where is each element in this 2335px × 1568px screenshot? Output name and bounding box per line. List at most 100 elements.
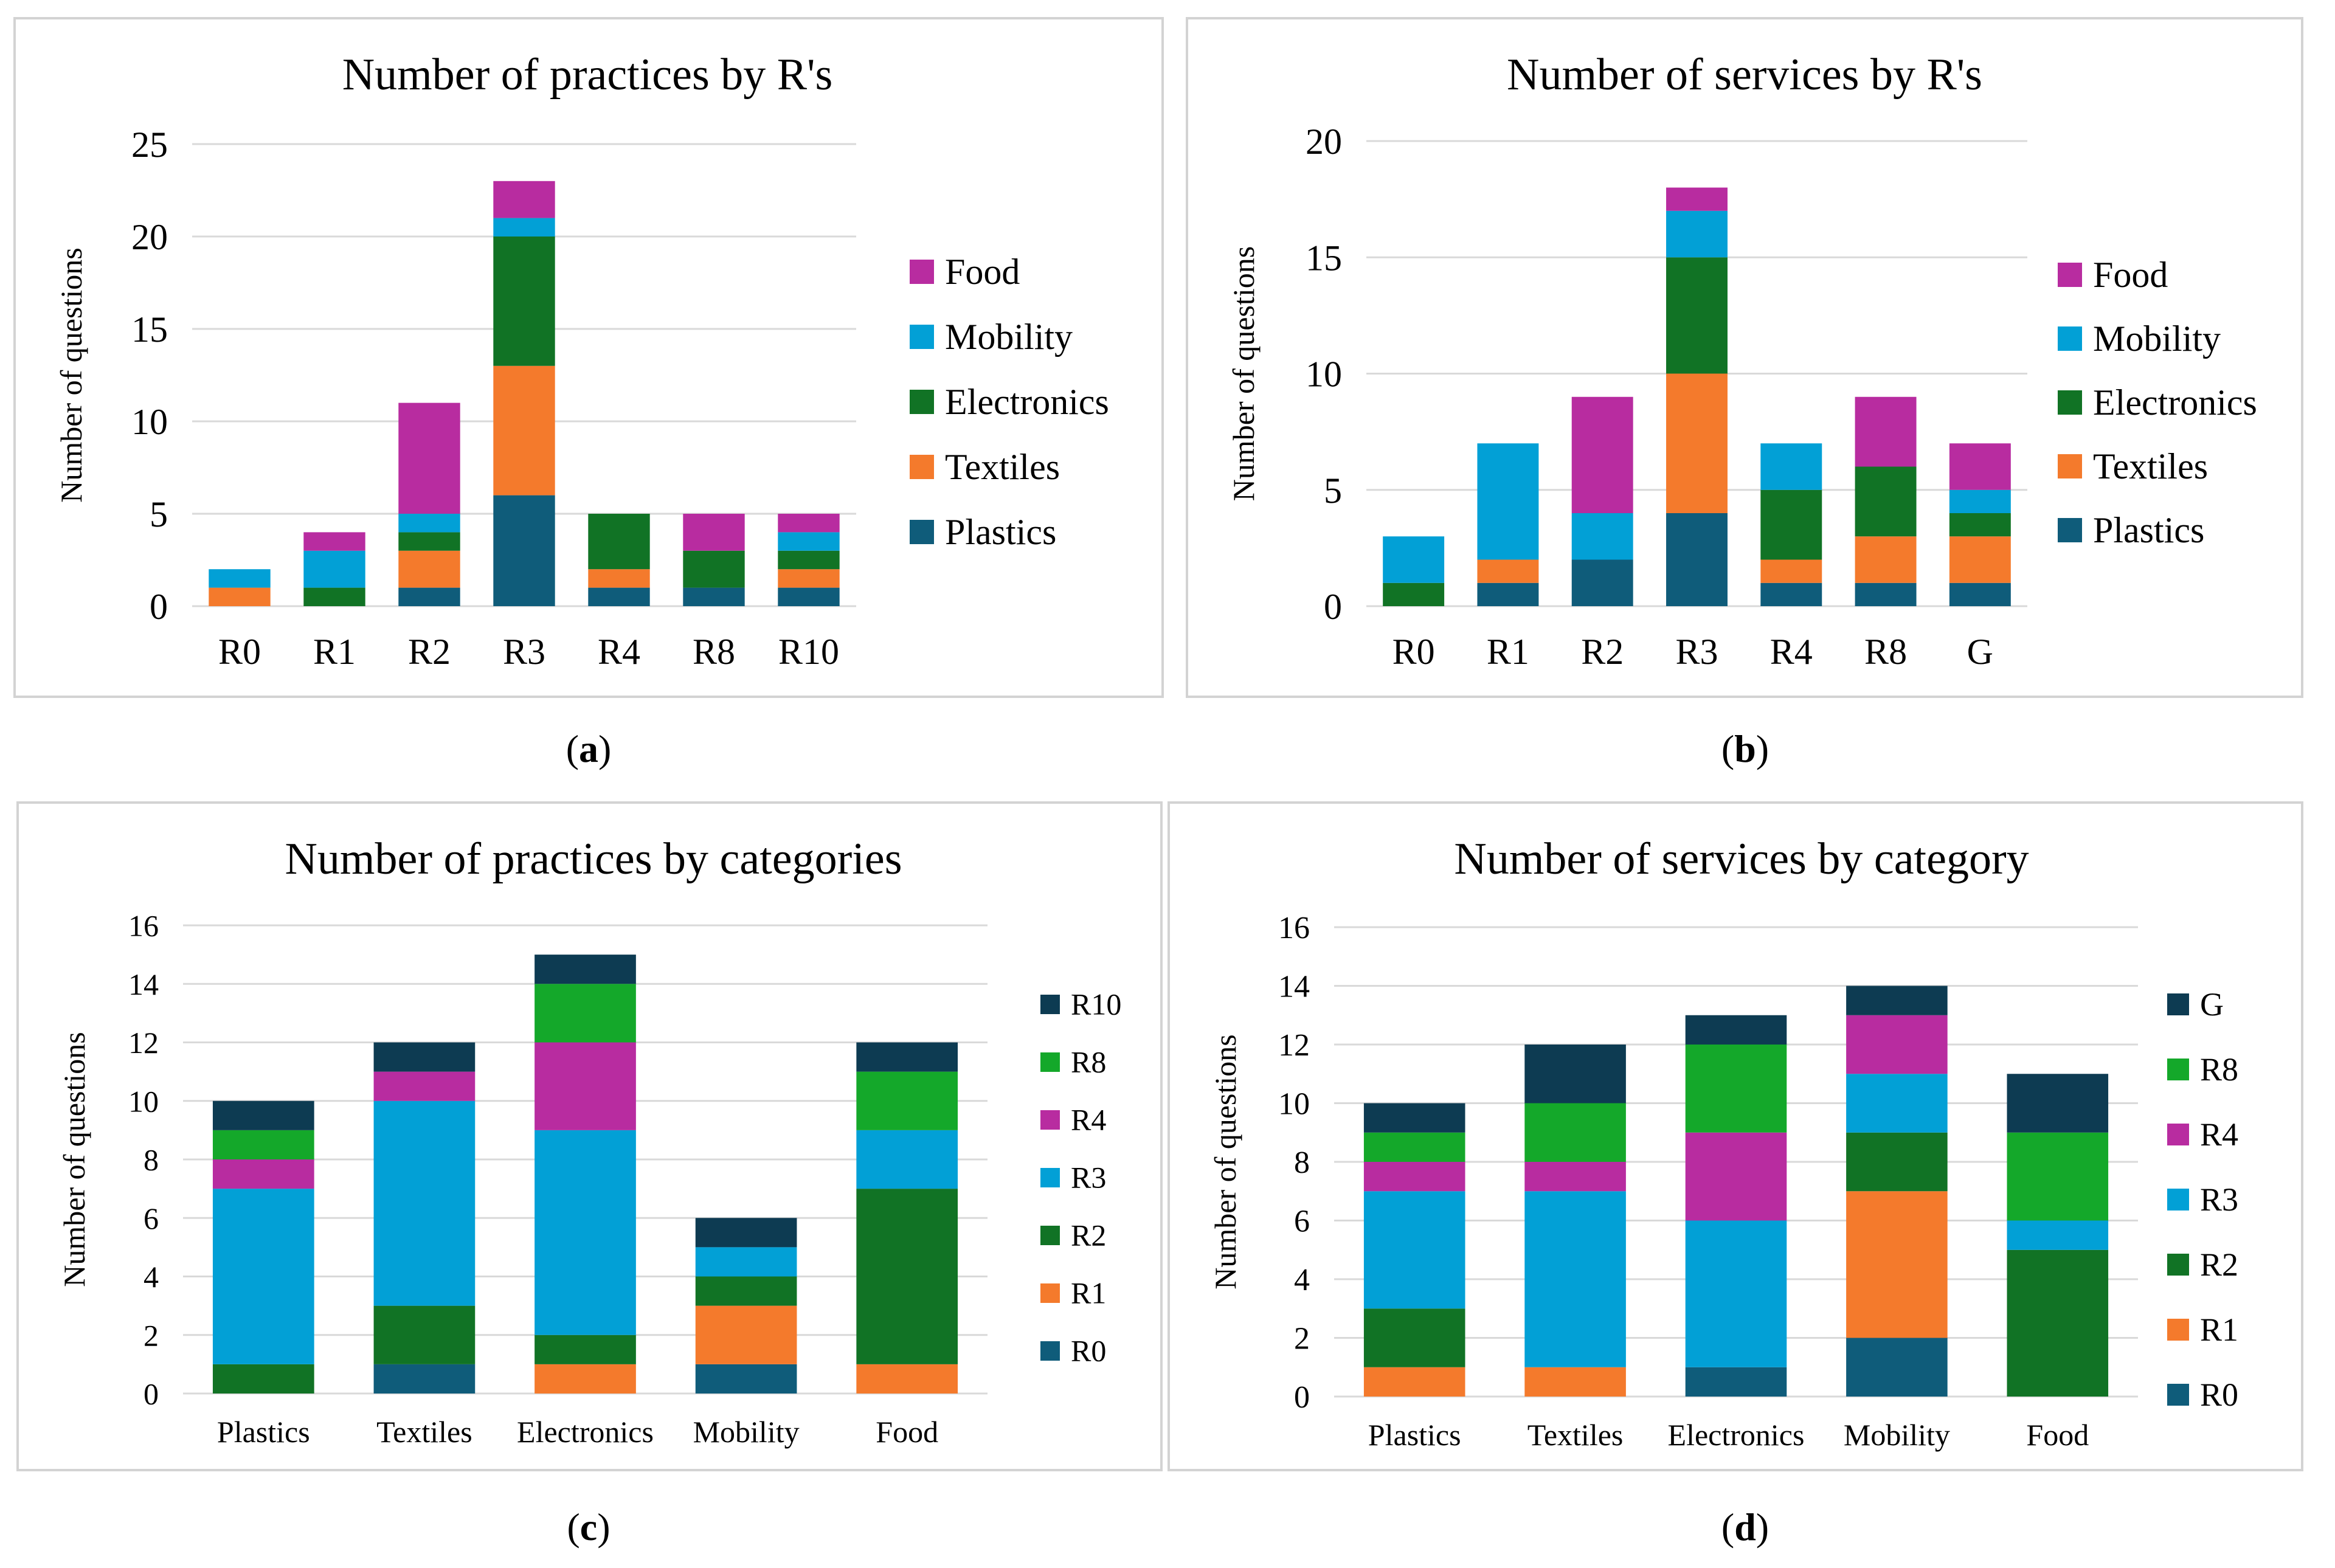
caption-b: (b) xyxy=(1721,727,1769,770)
y-tick-label: 2 xyxy=(1294,1322,1310,1356)
x-tick-label: Textiles xyxy=(376,1415,472,1449)
bar-segment-plastics xyxy=(778,587,840,606)
y-tick-label: 10 xyxy=(128,1084,159,1118)
bar-segment-r10 xyxy=(212,1100,314,1130)
bar-segment-r2 xyxy=(2007,1249,2109,1397)
bar-segment-food xyxy=(1571,396,1633,513)
bar-segment-r0 xyxy=(1685,1367,1787,1397)
bar-segment-r1 xyxy=(1363,1367,1465,1397)
bar-segment-r3 xyxy=(212,1189,314,1364)
y-tick-label: 10 xyxy=(131,402,168,442)
y-tick-label: 0 xyxy=(144,1377,159,1411)
bar-segment-r4 xyxy=(1685,1132,1787,1221)
legend-swatch xyxy=(1040,1341,1060,1361)
x-tick-label: R0 xyxy=(1392,632,1435,672)
bar-segment-g xyxy=(1524,1045,1626,1103)
caption-d: (d) xyxy=(1721,1505,1769,1549)
bar-segment-textiles xyxy=(1666,373,1728,513)
bar-segment-electronics xyxy=(303,587,365,606)
bar-segment-r3 xyxy=(1363,1191,1465,1309)
bar-segment-electronics xyxy=(1760,489,1822,560)
bar-segment-r10 xyxy=(534,955,636,984)
bar-segment-electronics xyxy=(588,514,650,570)
bar-segment-food xyxy=(683,514,745,551)
bar-segment-food xyxy=(778,514,840,533)
y-axis-label: Number of questions xyxy=(54,247,88,502)
legend-label: Textiles xyxy=(945,447,1060,487)
y-axis-label: Number of questions xyxy=(1208,1034,1242,1289)
bar-segment-r3 xyxy=(1685,1220,1787,1367)
bar-segment-mobility xyxy=(778,532,840,551)
y-tick-label: 10 xyxy=(1278,1087,1310,1122)
bar-segment-g xyxy=(1846,986,1948,1015)
legend-swatch xyxy=(2167,993,2189,1015)
y-tick-label: 0 xyxy=(150,587,168,627)
bar-segment-r2 xyxy=(856,1189,958,1364)
bar-segment-r2 xyxy=(695,1276,797,1306)
x-tick-label: Electronics xyxy=(1668,1418,1805,1452)
bar-segment-plastics xyxy=(1666,513,1728,606)
bar-segment-r8 xyxy=(534,984,636,1043)
legend-label: Food xyxy=(2093,255,2168,295)
y-tick-label: 0 xyxy=(1294,1380,1310,1415)
legend-label: R1 xyxy=(2200,1311,2238,1348)
legend-label: R3 xyxy=(2200,1181,2238,1218)
bar-segment-r0 xyxy=(695,1364,797,1394)
bar-segment-textiles xyxy=(1855,536,1917,583)
bar-segment-mobility xyxy=(1949,489,2011,513)
y-tick-label: 20 xyxy=(1306,122,1342,162)
legend-label: G xyxy=(2200,986,2224,1023)
x-tick-label: Electronics xyxy=(517,1415,654,1449)
bar-segment-plastics xyxy=(1760,582,1822,606)
bar-segment-r1 xyxy=(1846,1191,1948,1338)
bar-segment-r1 xyxy=(856,1364,958,1394)
legend-swatch xyxy=(910,455,934,479)
bar-segment-r8 xyxy=(2007,1132,2109,1221)
bar-segment-r10 xyxy=(695,1218,797,1248)
bar-segment-r4 xyxy=(534,1042,636,1130)
y-tick-label: 5 xyxy=(1324,471,1342,511)
chart-a: Number of practices by R's 0 5 10 15 20 25 Numb… xyxy=(54,50,1109,672)
legend-label: R2 xyxy=(2200,1246,2238,1283)
legend-swatch xyxy=(910,260,934,284)
legend-swatch xyxy=(910,520,934,544)
bar-segment-r3 xyxy=(373,1100,476,1306)
x-tick-label: R4 xyxy=(598,632,640,672)
y-tick-label: 14 xyxy=(1278,970,1310,1004)
bar-segment-electronics xyxy=(1949,513,2011,537)
legend-swatch xyxy=(2058,454,2082,478)
bar-segment-plastics xyxy=(588,587,650,606)
bar-segment-r4 xyxy=(212,1159,314,1189)
bar-segment-r0 xyxy=(373,1364,476,1394)
bar-segment-mobility xyxy=(398,514,460,533)
y-tick-label: 15 xyxy=(1306,238,1342,278)
y-tick-label: 12 xyxy=(1278,1028,1310,1063)
bar-segment-r3 xyxy=(1846,1074,1948,1133)
x-tick-label: R8 xyxy=(693,632,735,672)
chart-b: Number of services by R's 0 5 10 15 20 Number … xyxy=(1226,50,2257,672)
legend-label: R3 xyxy=(1071,1161,1106,1195)
bar-segment-r1 xyxy=(534,1364,636,1394)
bar-segment-textiles xyxy=(398,550,460,588)
y-tick-label: 15 xyxy=(131,309,168,350)
x-tick-label: Plastics xyxy=(1368,1418,1461,1452)
bar-segment-r4 xyxy=(1846,1015,1948,1074)
y-tick-label: 4 xyxy=(144,1260,159,1294)
bar-segment-food xyxy=(398,402,460,514)
legend-swatch xyxy=(1040,1110,1060,1130)
bar-segment-mobility xyxy=(209,569,271,588)
bar-segment-r3 xyxy=(695,1247,797,1277)
bar-segment-textiles xyxy=(1949,536,2011,583)
y-tick-label: 14 xyxy=(128,967,159,1001)
legend-swatch xyxy=(1040,995,1060,1014)
bar-segment-r2 xyxy=(534,1335,636,1364)
x-tick-label: Mobility xyxy=(1844,1418,1950,1452)
bar-segment-electronics xyxy=(778,550,840,570)
y-tick-label: 6 xyxy=(144,1201,159,1235)
legend-swatch xyxy=(1040,1052,1060,1072)
y-tick-label: 25 xyxy=(131,125,168,165)
x-tick-label: R1 xyxy=(1487,632,1529,672)
bar-segment-r3 xyxy=(534,1130,636,1335)
bar-segment-electronics xyxy=(1666,257,1728,374)
chart-title: Number of practices by categories xyxy=(285,834,902,884)
